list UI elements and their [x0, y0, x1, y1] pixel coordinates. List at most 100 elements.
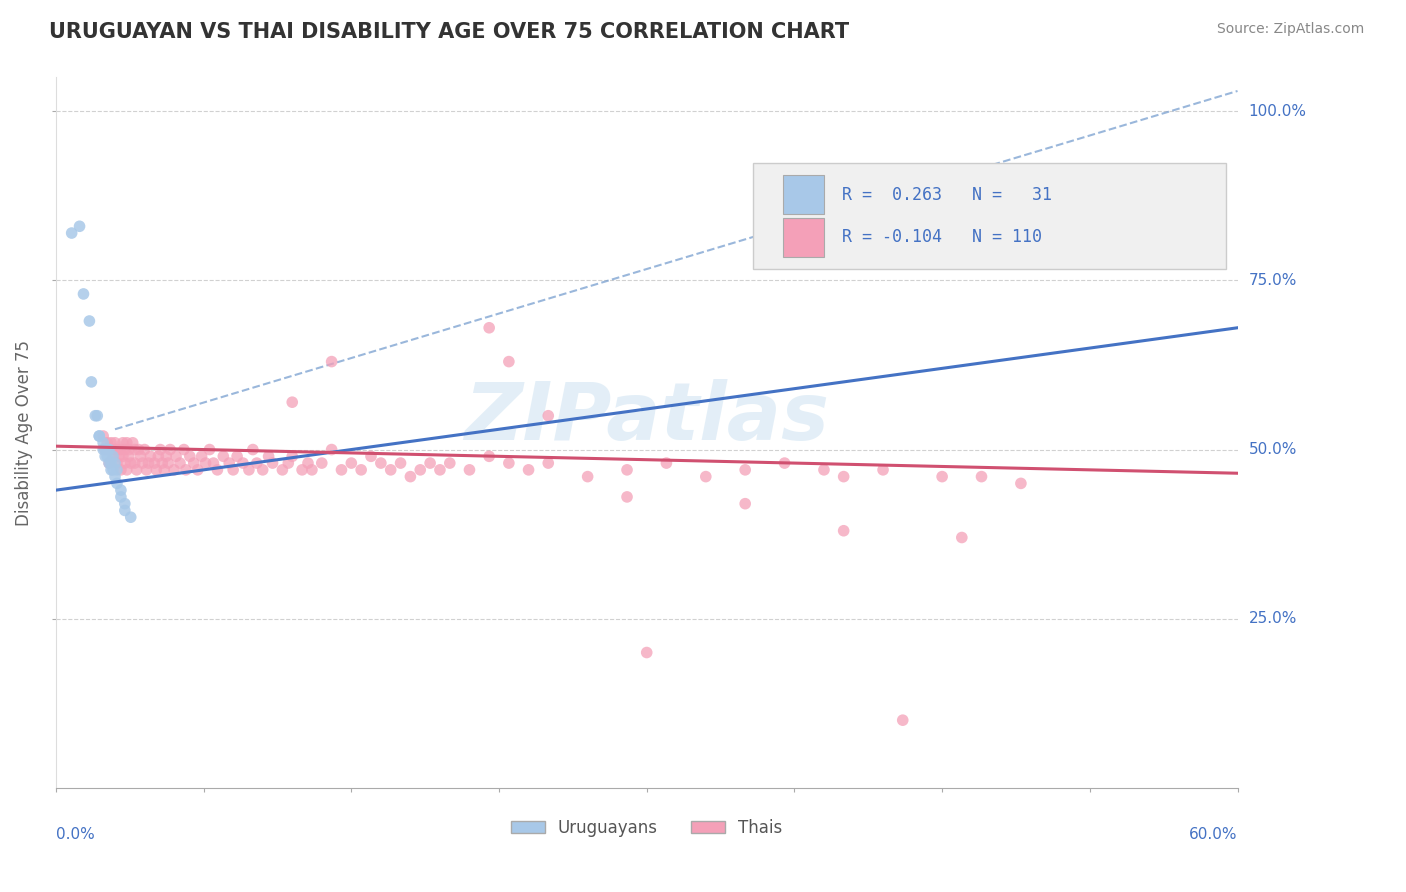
- Point: [114, 503, 136, 517]
- Point: [115, 435, 138, 450]
- Point: [281, 450, 304, 464]
- Point: [94, 442, 117, 457]
- Point: [360, 450, 382, 464]
- Point: [118, 450, 141, 464]
- Point: [350, 463, 373, 477]
- Point: [202, 456, 225, 470]
- Text: 60.0%: 60.0%: [1189, 827, 1237, 842]
- Point: [100, 435, 122, 450]
- Point: [100, 463, 122, 477]
- Point: [69, 219, 91, 234]
- Point: [105, 456, 128, 470]
- Point: [124, 442, 146, 457]
- Point: [252, 463, 274, 477]
- Point: [891, 713, 914, 727]
- FancyBboxPatch shape: [783, 218, 824, 257]
- Point: [813, 463, 835, 477]
- Point: [226, 450, 249, 464]
- Point: [96, 450, 118, 464]
- Point: [104, 469, 127, 483]
- Point: [321, 354, 343, 368]
- Point: [212, 450, 235, 464]
- Point: [120, 456, 142, 470]
- Point: [291, 463, 314, 477]
- Point: [86, 409, 108, 423]
- Point: [101, 450, 124, 464]
- Point: [238, 463, 260, 477]
- Point: [370, 456, 392, 470]
- Point: [734, 497, 756, 511]
- Point: [242, 442, 264, 457]
- Point: [232, 456, 254, 470]
- Point: [380, 463, 402, 477]
- Point: [277, 456, 299, 470]
- Point: [311, 456, 333, 470]
- Point: [91, 442, 114, 457]
- Point: [734, 463, 756, 477]
- Point: [616, 463, 638, 477]
- Point: [458, 463, 481, 477]
- Point: [163, 463, 186, 477]
- Point: [174, 463, 197, 477]
- Point: [105, 442, 128, 457]
- Point: [301, 463, 323, 477]
- Point: [124, 456, 146, 470]
- Point: [89, 429, 111, 443]
- Point: [190, 450, 212, 464]
- Point: [636, 646, 658, 660]
- Point: [138, 456, 160, 470]
- Point: [537, 456, 560, 470]
- Text: 0.0%: 0.0%: [56, 827, 94, 842]
- Text: 100.0%: 100.0%: [1249, 103, 1306, 119]
- Point: [114, 497, 136, 511]
- Point: [409, 463, 432, 477]
- FancyBboxPatch shape: [754, 162, 1226, 269]
- Point: [96, 435, 118, 450]
- Point: [173, 442, 195, 457]
- Point: [91, 429, 114, 443]
- Point: [114, 456, 136, 470]
- Text: URUGUAYAN VS THAI DISABILITY AGE OVER 75 CORRELATION CHART: URUGUAYAN VS THAI DISABILITY AGE OVER 75…: [49, 22, 849, 42]
- Point: [98, 456, 121, 470]
- Point: [104, 435, 127, 450]
- Point: [297, 456, 319, 470]
- Point: [91, 435, 114, 450]
- Point: [110, 483, 132, 497]
- Point: [145, 463, 167, 477]
- Point: [695, 469, 717, 483]
- Point: [517, 463, 540, 477]
- Text: R =  0.263   N =   31: R = 0.263 N = 31: [842, 186, 1052, 203]
- Point: [478, 450, 501, 464]
- Point: [281, 395, 304, 409]
- Point: [131, 456, 153, 470]
- Point: [187, 463, 209, 477]
- Point: [148, 450, 170, 464]
- Point: [207, 463, 229, 477]
- Point: [80, 375, 103, 389]
- Point: [114, 442, 136, 457]
- Point: [183, 456, 205, 470]
- Point: [104, 456, 127, 470]
- Point: [128, 442, 150, 457]
- Point: [72, 287, 94, 301]
- Point: [129, 450, 152, 464]
- Point: [159, 442, 181, 457]
- Point: [125, 463, 148, 477]
- Legend: Uruguayans, Thais: Uruguayans, Thais: [505, 812, 789, 844]
- Point: [139, 450, 162, 464]
- Point: [832, 469, 855, 483]
- Point: [108, 450, 131, 464]
- Point: [84, 409, 107, 423]
- Point: [153, 463, 176, 477]
- Point: [94, 450, 117, 464]
- Point: [98, 442, 121, 457]
- Point: [478, 320, 501, 334]
- Point: [79, 314, 101, 328]
- Point: [143, 456, 166, 470]
- Point: [271, 463, 294, 477]
- Point: [950, 531, 973, 545]
- Text: 75.0%: 75.0%: [1249, 273, 1296, 288]
- Point: [389, 456, 412, 470]
- Point: [110, 490, 132, 504]
- Point: [872, 463, 894, 477]
